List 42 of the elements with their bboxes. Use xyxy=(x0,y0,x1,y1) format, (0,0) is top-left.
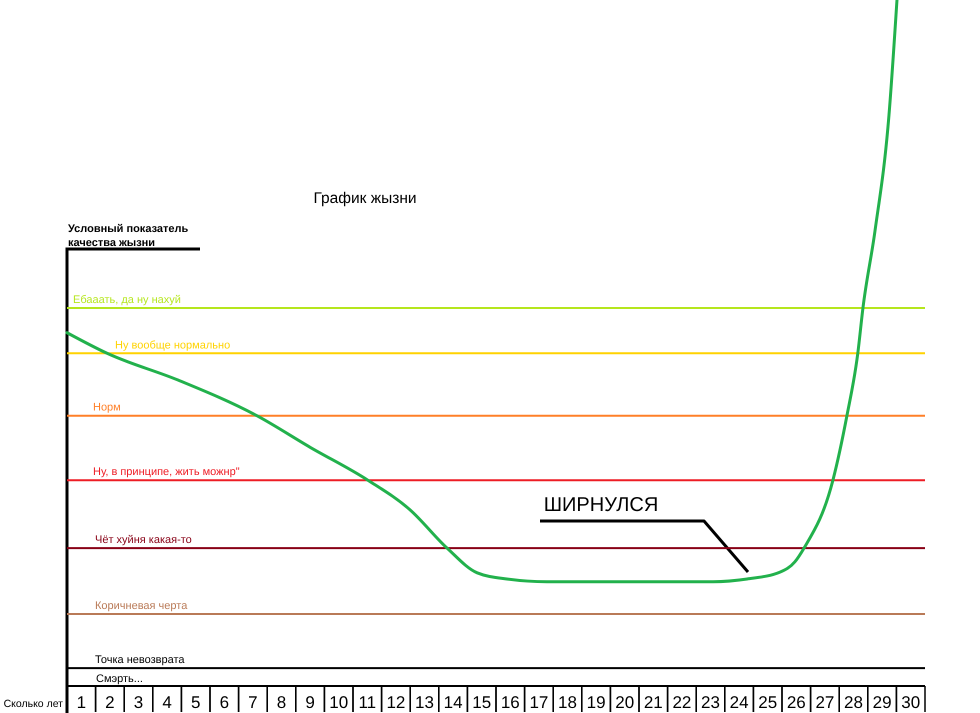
ref-line-label: Ну вообще нормально xyxy=(115,339,230,352)
x-tick-label: 2 xyxy=(105,693,115,712)
x-tick-label: 29 xyxy=(872,693,892,712)
ref-line-label: Ебааать, да ну нахуй xyxy=(73,294,181,306)
text: График жызни xyxy=(313,190,417,207)
x-tick-label: 17 xyxy=(529,693,548,712)
x-tick-label: 4 xyxy=(162,693,172,712)
x-tick-label: 16 xyxy=(500,693,520,712)
x-tick-label: 28 xyxy=(844,693,863,712)
ref-line-label: Чёт хуйня какая-то xyxy=(95,534,192,546)
x-tick-label: 6 xyxy=(220,693,230,712)
x-tick-label: 19 xyxy=(586,693,606,712)
x-tick-label: 13 xyxy=(415,693,434,712)
ref-line-label: Точка невозврата xyxy=(95,654,186,666)
x-tick-label: 10 xyxy=(329,693,348,712)
x-tick-label: 3 xyxy=(134,693,144,712)
x-tick-label: 15 xyxy=(472,693,492,712)
x-tick-label: 24 xyxy=(730,693,749,712)
x-tick-label: 21 xyxy=(644,693,663,712)
x-tick-label: 20 xyxy=(615,693,634,712)
x-tick-label: 22 xyxy=(672,693,692,712)
x-tick-label: 8 xyxy=(276,693,286,712)
x-tick-label: 18 xyxy=(558,693,577,712)
x-tick-label: 25 xyxy=(758,693,778,712)
annotation: Смэрть... xyxy=(96,673,143,685)
x-tick-label: 14 xyxy=(444,693,463,712)
ref-line-label: Коричневая черта xyxy=(95,600,188,612)
x-tick-label: 27 xyxy=(815,693,834,712)
x-tick-label: 30 xyxy=(901,693,920,712)
annotation: ШИРНУЛСЯ xyxy=(544,494,658,516)
x-tick-label: 5 xyxy=(190,693,200,712)
x-tick-label: 12 xyxy=(386,693,406,712)
x-tick-label: 11 xyxy=(358,693,376,712)
ref-line-label: Ну, в принципе, жить можнр" xyxy=(93,466,240,478)
x-tick-label: 9 xyxy=(305,693,315,712)
x-tick-label: 23 xyxy=(701,693,720,712)
x-tick-label: 7 xyxy=(248,693,258,712)
ref-line-label: Норм xyxy=(93,402,121,414)
x-axis-title: Сколько лет xyxy=(4,698,64,710)
x-tick-label: 1 xyxy=(76,693,86,712)
x-tick-label: 26 xyxy=(786,693,806,712)
y-axis-title: Условный показатель качества жызни xyxy=(68,223,188,249)
